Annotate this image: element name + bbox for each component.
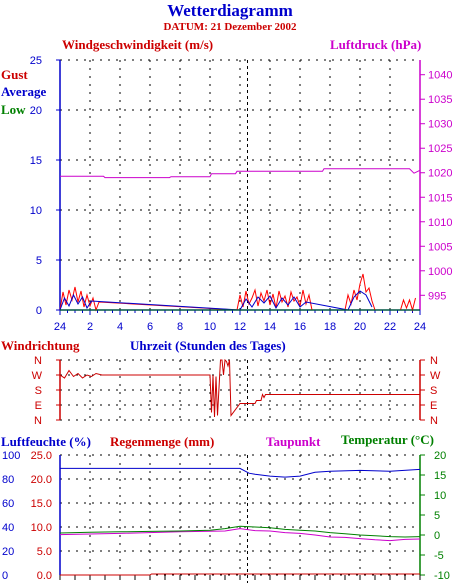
temp-tick-label: 20 bbox=[434, 450, 446, 462]
date-label: DATUM: 21 Dezember 2002 bbox=[163, 21, 297, 33]
temp-tick-label: 10 bbox=[434, 490, 446, 502]
x-tick-label: 8 bbox=[177, 321, 183, 333]
y-tick-label-pressure: 1005 bbox=[428, 241, 452, 253]
pressure-axis-title: Luftdruck (hPa) bbox=[330, 37, 421, 52]
legend-low: Low bbox=[1, 102, 26, 117]
winddir-tick-left: W bbox=[32, 370, 43, 382]
y-tick-label-wind: 25 bbox=[30, 55, 42, 67]
winddir-tick-right: S bbox=[430, 385, 437, 397]
wind-speed-axis-title: Windgeschwindigkeit (m/s) bbox=[62, 37, 213, 52]
y-tick-label-pressure: 1035 bbox=[428, 94, 452, 106]
y-tick-label-pressure: 1020 bbox=[428, 168, 452, 180]
y-tick-label-wind: 5 bbox=[36, 255, 42, 267]
winddir-tick-left: S bbox=[35, 385, 42, 397]
x-tick-label: 24 bbox=[54, 321, 66, 333]
time-axis-title: Uhrzeit (Stunden des Tages) bbox=[130, 338, 286, 353]
y-tick-label-pressure: 995 bbox=[428, 290, 446, 302]
x-tick-label: 10 bbox=[204, 321, 216, 333]
y-tick-label-pressure: 1030 bbox=[428, 119, 452, 131]
rain-tick-label: 5.0 bbox=[37, 546, 52, 558]
rain-tick-label: 15.0 bbox=[31, 498, 52, 510]
humidity-tick-label: 100 bbox=[2, 450, 20, 462]
x-tick-label: 16 bbox=[294, 321, 306, 333]
series-luftfeuchte- bbox=[60, 467, 421, 478]
legend-gust: Gust bbox=[1, 67, 28, 82]
series-average bbox=[59, 290, 373, 311]
y-tick-label-wind: 0 bbox=[36, 305, 42, 317]
winddir-tick-right: N bbox=[430, 415, 438, 427]
temp-tick-label: -10 bbox=[434, 570, 450, 582]
winddir-tick-right: N bbox=[430, 355, 438, 367]
series-gust bbox=[59, 273, 416, 312]
temp-tick-label: 5 bbox=[434, 510, 440, 522]
winddir-tick-left: E bbox=[35, 400, 42, 412]
humidity-tick-label: 0 bbox=[2, 570, 8, 582]
x-tick-label: 18 bbox=[324, 321, 336, 333]
y-tick-label-pressure: 1015 bbox=[428, 192, 452, 204]
x-tick-label: 24 bbox=[414, 321, 426, 333]
winddir-tick-left: N bbox=[34, 415, 42, 427]
series-luftdruck-hpa- bbox=[60, 168, 421, 179]
y-tick-label-wind: 10 bbox=[30, 205, 42, 217]
rain-tick-label: 0.0 bbox=[37, 570, 52, 582]
y-tick-label-wind: 20 bbox=[30, 105, 42, 117]
series-windrichtung bbox=[59, 358, 420, 418]
x-tick-label: 22 bbox=[384, 321, 396, 333]
series-taupunkt bbox=[59, 528, 421, 542]
y-tick-label-wind: 15 bbox=[30, 155, 42, 167]
y-tick-label-pressure: 1040 bbox=[428, 70, 452, 82]
humidity-axis-title: Luftfeuchte (%) bbox=[1, 434, 91, 449]
temp-tick-label: 15 bbox=[434, 470, 446, 482]
rain-tick-label: 25.0 bbox=[31, 450, 52, 462]
wind-direction-title: Windrichtung bbox=[1, 338, 80, 353]
dewpoint-legend: Taupunkt bbox=[266, 434, 321, 449]
rain-tick-label: 20.0 bbox=[31, 474, 52, 486]
y-tick-label-pressure: 1025 bbox=[428, 143, 452, 155]
y-tick-label-pressure: 1010 bbox=[428, 217, 452, 229]
x-tick-label: 14 bbox=[264, 321, 276, 333]
temp-tick-label: -5 bbox=[434, 550, 444, 562]
winddir-tick-right: W bbox=[430, 370, 441, 382]
humidity-tick-label: 20 bbox=[2, 546, 14, 558]
winddir-tick-right: E bbox=[430, 400, 437, 412]
x-tick-label: 2 bbox=[87, 321, 93, 333]
x-tick-label: 20 bbox=[354, 321, 366, 333]
temp-tick-label: 0 bbox=[434, 530, 440, 542]
humidity-tick-label: 60 bbox=[2, 498, 14, 510]
humidity-tick-label: 40 bbox=[2, 522, 14, 534]
x-tick-label: 4 bbox=[117, 321, 123, 333]
rain-axis-title: Regenmenge (mm) bbox=[110, 434, 214, 449]
y-tick-label-pressure: 1000 bbox=[428, 266, 452, 278]
rain-tick-label: 10.0 bbox=[31, 522, 52, 534]
legend-average: Average bbox=[1, 84, 46, 99]
x-tick-label: 12 bbox=[234, 321, 246, 333]
series-regenmenge-mm- bbox=[60, 573, 420, 576]
x-tick-label: 6 bbox=[147, 321, 153, 333]
chart-title: Wetterdiagramm bbox=[167, 1, 293, 20]
winddir-tick-left: N bbox=[34, 355, 42, 367]
humidity-tick-label: 80 bbox=[2, 474, 14, 486]
series-temperatur-c- bbox=[59, 525, 421, 538]
temperature-axis-title: Temperatur (°C) bbox=[341, 432, 434, 447]
